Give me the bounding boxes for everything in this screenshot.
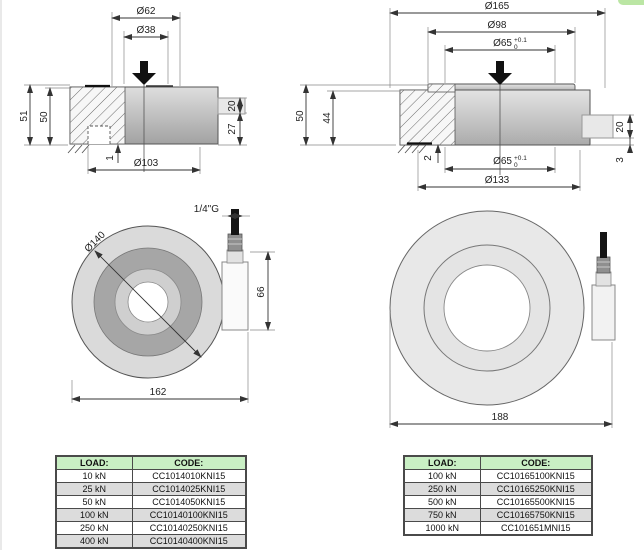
cell-code: CC10140400KNI15 bbox=[131, 534, 247, 549]
dim-label-51: 51 bbox=[19, 110, 30, 122]
corner-green-fragment bbox=[618, 0, 644, 5]
cell-load: 50 kN bbox=[55, 495, 133, 509]
cell-code: CC10165500KNI15 bbox=[479, 495, 593, 509]
dim-label-50: 50 bbox=[295, 110, 306, 122]
cell-load: 500 kN bbox=[403, 495, 481, 509]
connector-body bbox=[591, 284, 616, 341]
dim-label-44: 44 bbox=[322, 112, 333, 124]
dim-label-d133: Ø133 bbox=[485, 175, 510, 186]
ground-hatch bbox=[67, 144, 90, 154]
dim-label-50: 50 bbox=[39, 111, 50, 123]
cell-load: 10 kN bbox=[55, 469, 133, 483]
dim-label-1: 1 bbox=[105, 155, 116, 161]
col-header-code: CODE: bbox=[479, 455, 593, 470]
connector-collar bbox=[595, 271, 612, 287]
dim-label-d165: Ø165 bbox=[485, 1, 510, 12]
cell-code: CC1014050KNI15 bbox=[131, 495, 247, 509]
thread-label: 1/4"G bbox=[194, 204, 219, 215]
dim-label-27: 27 bbox=[227, 123, 238, 135]
cell-code: CC10140100KNI15 bbox=[131, 508, 247, 522]
center-hole bbox=[127, 281, 169, 323]
table-row: 250 kN CC10165250KNI15 bbox=[403, 482, 593, 496]
table-row: 750 kN CC10165750KNI15 bbox=[403, 508, 593, 522]
table-row: 250 kN CC10140250KNI15 bbox=[55, 521, 247, 535]
table-row: 1000 kN CC101651MNI15 bbox=[403, 521, 593, 536]
cell-code: CC10165100KNI15 bbox=[479, 469, 593, 483]
table-row: 500 kN CC10165500KNI15 bbox=[403, 495, 593, 509]
left-top-view: Ø140 1/4"G 66 162 bbox=[71, 204, 275, 403]
dim-label-188: 188 bbox=[492, 412, 509, 423]
dim-tol-plus: +0.1 bbox=[514, 155, 527, 162]
dim-label-66: 66 bbox=[256, 286, 267, 298]
cell-load: 100 kN bbox=[55, 508, 133, 522]
cell-code: CC1014010KNI15 bbox=[131, 469, 247, 483]
section-hatch-boss bbox=[428, 84, 455, 92]
load-arrow-icon bbox=[488, 61, 512, 85]
dim-label-d65-top: Ø65 bbox=[493, 38, 512, 49]
dim-label-3: 3 bbox=[615, 157, 626, 163]
load-table-right: LOAD: CODE: 100 kN CC10165100KNI15 250 kN C… bbox=[403, 455, 593, 536]
dim-tol-plus: +0.1 bbox=[514, 37, 527, 44]
col-header-load: LOAD: bbox=[55, 455, 133, 470]
cable-gland bbox=[227, 233, 243, 252]
dim-label-20: 20 bbox=[615, 121, 626, 133]
load-arrow-icon bbox=[132, 61, 156, 85]
table-header-row: LOAD: CODE: bbox=[55, 455, 247, 470]
cell-load: 1000 kN bbox=[403, 521, 481, 536]
table-row: 100 kN CC10165100KNI15 bbox=[403, 469, 593, 483]
table-row: 50 kN CC1014050KNI15 bbox=[55, 495, 247, 509]
cable bbox=[600, 232, 607, 258]
dim-label-d62: Ø62 bbox=[137, 6, 156, 17]
dim-label-20: 20 bbox=[227, 100, 238, 112]
cable bbox=[231, 209, 239, 235]
table-header-row: LOAD: CODE: bbox=[403, 455, 593, 470]
dim-label-d65-bottom: Ø65 bbox=[493, 156, 512, 167]
cell-load: 25 kN bbox=[55, 482, 133, 496]
dim-tol-zero: 0 bbox=[514, 44, 518, 51]
cell-code: CC1014025KNI15 bbox=[131, 482, 247, 496]
cell-code: CC101651MNI15 bbox=[479, 521, 593, 536]
cable-gland bbox=[596, 256, 611, 274]
left-drawing: Ø62 Ø38 51 50 20 27 1 bbox=[19, 6, 275, 403]
cell-load: 400 kN bbox=[55, 534, 133, 549]
center-hole bbox=[443, 264, 531, 352]
dim-tol-zero: 0 bbox=[514, 162, 518, 169]
section-hatch bbox=[400, 90, 455, 145]
table-row: 100 kN CC10140100KNI15 bbox=[55, 508, 247, 522]
dim-label-d38: Ø38 bbox=[137, 25, 156, 36]
cell-load: 750 kN bbox=[403, 508, 481, 522]
table-row: 10 kN CC1014010KNI15 bbox=[55, 469, 247, 483]
dim-label-2: 2 bbox=[423, 155, 434, 161]
dim-label-162: 162 bbox=[150, 387, 167, 398]
cable-exit-stub bbox=[581, 114, 614, 139]
connector-collar bbox=[226, 249, 244, 264]
left-edge-strip bbox=[0, 0, 2, 550]
left-section-view: Ø62 Ø38 51 50 20 27 1 bbox=[19, 6, 247, 174]
table-row: 25 kN CC1014025KNI15 bbox=[55, 482, 247, 496]
cell-load: 250 kN bbox=[55, 521, 133, 535]
dim-label-d98: Ø98 bbox=[488, 20, 507, 31]
right-section-view: Ø165 Ø98 Ø65 +0.1 0 50 44 bbox=[295, 1, 634, 191]
connector bbox=[591, 232, 616, 341]
ground-hatch bbox=[397, 144, 427, 154]
hidden-notch bbox=[87, 125, 111, 144]
load-table-left: LOAD: CODE: 10 kN CC1014010KNI15 25 kN CC10… bbox=[55, 455, 247, 549]
right-drawing: Ø165 Ø98 Ø65 +0.1 0 50 44 bbox=[295, 1, 634, 428]
cell-code: CC10165750KNI15 bbox=[479, 508, 593, 522]
right-top-view: 188 bbox=[389, 210, 616, 428]
cell-code: CC10165250KNI15 bbox=[479, 482, 593, 496]
col-header-code: CODE: bbox=[131, 455, 247, 470]
cell-code: CC10140250KNI15 bbox=[131, 521, 247, 535]
table-row: 400 kN CC10140400KNI15 bbox=[55, 534, 247, 549]
connector-body bbox=[221, 261, 249, 331]
cell-load: 250 kN bbox=[403, 482, 481, 496]
dim-label-d103: Ø103 bbox=[134, 158, 159, 169]
connector bbox=[221, 209, 249, 331]
col-header-load: LOAD: bbox=[403, 455, 481, 470]
cell-load: 100 kN bbox=[403, 469, 481, 483]
